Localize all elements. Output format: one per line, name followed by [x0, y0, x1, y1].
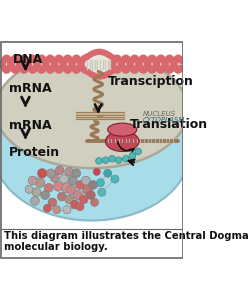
Circle shape — [60, 175, 68, 184]
Circle shape — [129, 152, 136, 159]
Circle shape — [67, 185, 76, 195]
Circle shape — [96, 158, 102, 164]
Ellipse shape — [0, 52, 188, 168]
Circle shape — [76, 181, 84, 189]
Circle shape — [135, 148, 141, 155]
Circle shape — [83, 185, 92, 195]
Text: DNA: DNA — [13, 52, 43, 65]
Circle shape — [72, 169, 81, 178]
Ellipse shape — [106, 131, 139, 152]
Circle shape — [25, 185, 33, 193]
Circle shape — [62, 183, 72, 193]
Circle shape — [68, 176, 77, 185]
Circle shape — [90, 198, 99, 206]
Circle shape — [98, 188, 106, 196]
Circle shape — [65, 195, 74, 204]
Circle shape — [55, 166, 64, 175]
Circle shape — [102, 157, 109, 164]
Circle shape — [43, 204, 51, 212]
Ellipse shape — [108, 123, 137, 136]
Text: CYTOPLASM: CYTOPLASM — [143, 116, 185, 122]
Text: This diagram illustrates the Central Dogma of
molecular biology.: This diagram illustrates the Central Dog… — [4, 231, 252, 252]
Circle shape — [122, 155, 129, 162]
Text: Transciption: Transciption — [108, 75, 194, 88]
Circle shape — [28, 176, 37, 185]
Circle shape — [53, 182, 63, 191]
Circle shape — [32, 188, 41, 197]
Circle shape — [115, 157, 122, 164]
Circle shape — [111, 175, 119, 183]
Circle shape — [50, 173, 59, 182]
Text: Translation: Translation — [130, 118, 208, 131]
Circle shape — [73, 190, 83, 200]
Ellipse shape — [0, 82, 190, 220]
Circle shape — [53, 206, 61, 214]
Text: mRNA: mRNA — [9, 82, 51, 94]
Circle shape — [48, 198, 57, 207]
Text: NUCLEUS: NUCLEUS — [143, 111, 176, 117]
Text: Protein: Protein — [9, 146, 60, 159]
Circle shape — [38, 169, 47, 178]
Circle shape — [87, 191, 95, 200]
Circle shape — [93, 168, 100, 175]
Circle shape — [47, 169, 55, 178]
Circle shape — [65, 167, 74, 176]
Circle shape — [89, 181, 98, 189]
Circle shape — [35, 178, 45, 188]
Text: mRNA: mRNA — [9, 119, 51, 132]
Circle shape — [71, 200, 79, 209]
Circle shape — [81, 176, 90, 185]
Circle shape — [41, 191, 49, 200]
Circle shape — [79, 195, 88, 204]
Circle shape — [30, 196, 39, 205]
Circle shape — [104, 169, 112, 177]
Circle shape — [57, 192, 66, 201]
Circle shape — [109, 155, 115, 162]
Circle shape — [44, 184, 53, 192]
Circle shape — [76, 203, 84, 211]
Circle shape — [63, 206, 71, 214]
Circle shape — [96, 179, 104, 187]
